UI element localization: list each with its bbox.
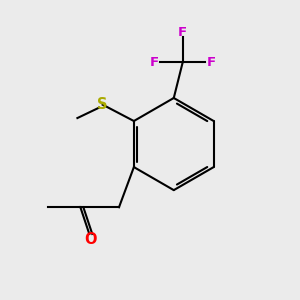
- Text: O: O: [85, 232, 97, 247]
- Text: F: F: [206, 56, 215, 69]
- Text: S: S: [98, 97, 108, 112]
- Text: F: F: [150, 56, 159, 69]
- Text: F: F: [178, 26, 187, 39]
